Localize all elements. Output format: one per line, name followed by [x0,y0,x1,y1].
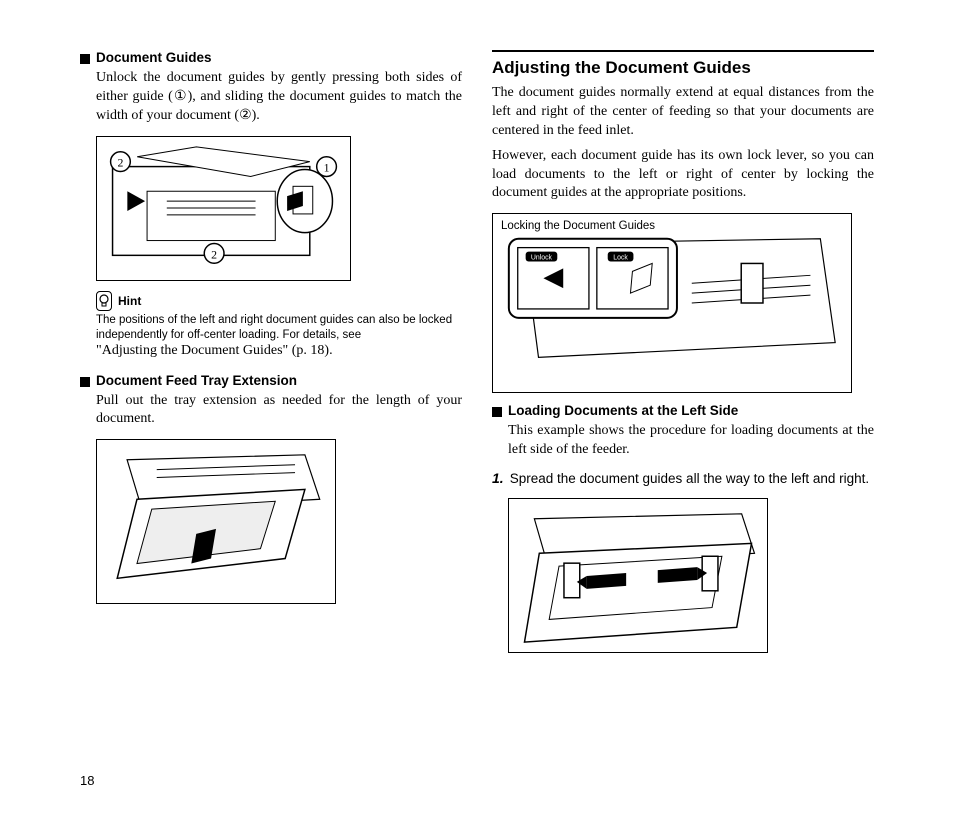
svg-text:2: 2 [211,247,217,261]
figure-spread-guides [508,498,768,653]
tray-extension-heading-row: Document Feed Tray Extension [80,373,462,388]
hint-reference: "Adjusting the Document Guides" (p. 18). [96,343,462,359]
hint-label: Hint [118,294,141,308]
left-column: Document Guides Unlock the document guid… [80,50,462,663]
figure-tray-extension [96,439,336,604]
page-number: 18 [80,773,94,788]
hint-lightbulb-icon [96,291,112,311]
intro-paragraph-1: The document guides normally extend at e… [492,84,874,141]
figure-tray-extension-svg [97,440,335,603]
unlock-badge: Unlock [531,255,553,262]
intro-paragraph-2: However, each document guide has its own… [492,147,874,204]
square-bullet-icon [80,54,90,64]
tray-extension-body: Pull out the tray extension as needed fo… [96,392,462,430]
hint-row: Hint [96,291,462,311]
loading-left-body: This example shows the procedure for loa… [508,422,874,460]
document-guides-heading: Document Guides [96,50,212,65]
figure-document-guides: 2 1 2 [96,136,351,281]
svg-text:1: 1 [324,160,330,174]
tray-extension-heading: Document Feed Tray Extension [96,373,297,388]
page-content: Document Guides Unlock the document guid… [0,0,954,703]
square-bullet-icon [80,377,90,387]
step-1-text: Spread the document guides all the way t… [510,470,869,488]
step-1-row: 1. Spread the document guides all the wa… [492,470,874,488]
section-rule [492,50,874,52]
square-bullet-icon [492,407,502,417]
lock-badge: Lock [613,255,628,262]
loading-left-heading-row: Loading Documents at the Left Side [492,403,874,418]
figure-locking-guides-svg: Unlock Lock [493,214,851,392]
document-guides-heading-row: Document Guides [80,50,462,65]
loading-left-heading: Loading Documents at the Left Side [508,403,738,418]
step-1-number: 1. [492,470,504,488]
section-title: Adjusting the Document Guides [492,58,874,78]
hint-text: The positions of the left and right docu… [96,313,462,343]
right-column: Adjusting the Document Guides The docume… [492,50,874,663]
figure-locking-guides: Locking the Document Guides Unlock Lock [492,213,852,393]
svg-text:2: 2 [117,155,123,169]
figure-spread-guides-svg [509,499,767,652]
locking-caption: Locking the Document Guides [501,220,655,232]
document-guides-body: Unlock the document guides by gently pre… [96,69,462,126]
figure-document-guides-svg: 2 1 2 [97,137,350,280]
